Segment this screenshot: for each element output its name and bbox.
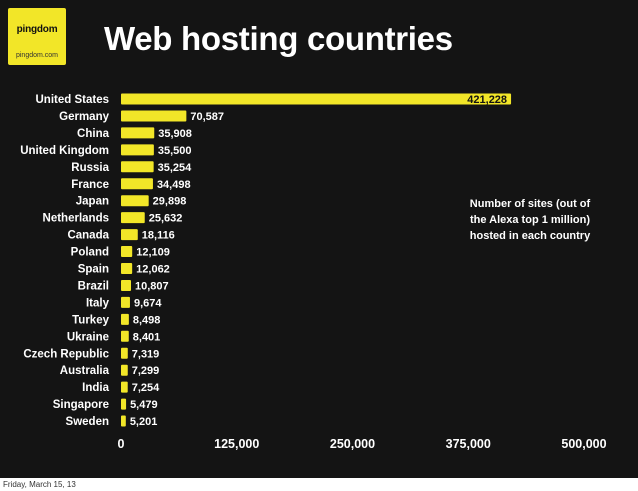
category-label: Australia bbox=[60, 365, 110, 377]
bar bbox=[121, 212, 145, 224]
data-label: 9,674 bbox=[134, 297, 162, 309]
category-label: United States bbox=[36, 94, 110, 106]
data-label: 12,062 bbox=[136, 264, 170, 276]
category-label: Turkey bbox=[72, 314, 109, 326]
x-tick-label: 375,000 bbox=[446, 437, 491, 451]
category-label: Netherlands bbox=[43, 213, 109, 225]
bar bbox=[121, 313, 129, 325]
chart-note: Number of sites (out of the Alexa top 1 … bbox=[469, 198, 591, 242]
category-label: Singapore bbox=[53, 399, 109, 411]
data-label: 35,500 bbox=[158, 145, 192, 157]
bar-chart: United States 421,228 Germany 70,587 China 35… bbox=[20, 93, 607, 451]
data-label: 18,116 bbox=[142, 230, 175, 242]
data-label: 421,228 bbox=[467, 94, 507, 106]
bar bbox=[121, 279, 132, 291]
bar bbox=[121, 246, 133, 258]
bar bbox=[121, 347, 128, 359]
logo-url: pingdom.com bbox=[15, 52, 59, 59]
category-label: Poland bbox=[71, 247, 109, 259]
category-label: Russia bbox=[71, 162, 109, 174]
bar bbox=[121, 93, 512, 105]
category-label: United Kingdom bbox=[20, 145, 109, 157]
bar bbox=[121, 229, 138, 241]
category-label: Spain bbox=[78, 264, 109, 276]
data-label: 7,319 bbox=[132, 348, 160, 360]
bar bbox=[121, 127, 155, 139]
bar bbox=[121, 161, 154, 173]
data-label: 7,254 bbox=[132, 382, 160, 394]
data-label: 7,299 bbox=[132, 365, 160, 377]
bar bbox=[121, 110, 187, 122]
bar bbox=[121, 144, 154, 156]
data-label: 5,201 bbox=[130, 416, 158, 428]
data-label: 29,898 bbox=[153, 196, 187, 208]
category-label: India bbox=[82, 382, 109, 394]
slide: pingdom pingdom.com Web hosting countrie… bbox=[0, 0, 638, 478]
category-label: Canada bbox=[67, 230, 109, 242]
data-label: 10,807 bbox=[135, 280, 169, 292]
category-label: Japan bbox=[76, 196, 109, 208]
data-label: 8,401 bbox=[133, 331, 161, 343]
bar bbox=[121, 296, 130, 308]
data-label: 12,109 bbox=[136, 247, 170, 259]
bar bbox=[121, 178, 153, 190]
bar bbox=[121, 381, 128, 393]
data-label: 8,498 bbox=[133, 314, 161, 326]
category-label: Italy bbox=[86, 297, 110, 309]
x-tick-label: 250,000 bbox=[330, 437, 375, 451]
logo-brand: pingdom bbox=[16, 24, 58, 35]
bar bbox=[121, 415, 126, 427]
x-tick-label: 125,000 bbox=[214, 437, 259, 451]
category-label: Ukraine bbox=[67, 331, 109, 343]
pingdom-logo: pingdom pingdom.com bbox=[8, 8, 66, 65]
data-label: 25,632 bbox=[149, 213, 183, 225]
category-label: Czech Republic bbox=[23, 348, 109, 360]
bar bbox=[121, 263, 133, 274]
data-label: 35,254 bbox=[158, 162, 193, 174]
bar bbox=[121, 364, 128, 376]
data-label: 35,908 bbox=[158, 128, 192, 140]
data-label: 70,587 bbox=[190, 111, 224, 123]
category-label: France bbox=[71, 179, 109, 191]
category-label: Sweden bbox=[66, 416, 109, 428]
data-label: 5,479 bbox=[130, 399, 158, 411]
category-label: Germany bbox=[59, 111, 109, 123]
bar bbox=[121, 330, 129, 342]
chart-title: Web hosting countries bbox=[104, 20, 453, 57]
data-label: 34,498 bbox=[157, 179, 191, 191]
category-label: China bbox=[77, 128, 110, 140]
bar bbox=[121, 195, 149, 207]
category-label: Brazil bbox=[78, 280, 109, 292]
slide-date: Friday, March 15, 13 bbox=[3, 480, 76, 489]
bar bbox=[121, 398, 127, 410]
x-tick-label: 0 bbox=[118, 437, 125, 451]
x-tick-label: 500,000 bbox=[561, 437, 606, 451]
